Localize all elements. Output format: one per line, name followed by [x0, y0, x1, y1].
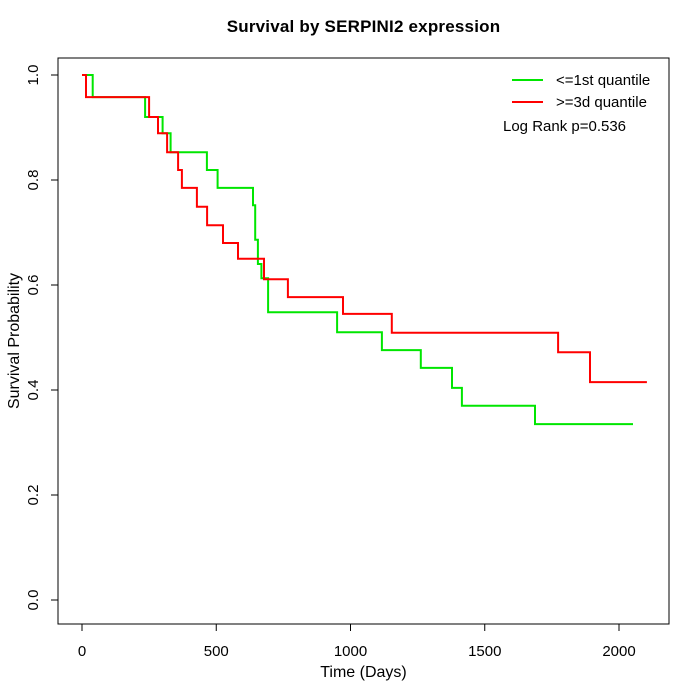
x-tick-label: 0 [78, 643, 86, 660]
y-axis-label: Survival Probability [6, 272, 23, 410]
survival-curve-low-quantile [82, 74, 633, 426]
x-tick-label: 2000 [602, 643, 635, 660]
log-rank-pvalue: Log Rank p=0.536 [503, 118, 627, 135]
legend: <=1st quantile >=3d quantile Log Rank p=0.… [503, 69, 678, 136]
x-axis-label: Time (Days) [320, 664, 407, 681]
legend-item-low-quantile: <=1st quantile [508, 69, 678, 91]
legend-item-label: >=3d quantile [556, 93, 647, 111]
x-tick-label: 1500 [468, 643, 501, 660]
legend-item-label: <=1st quantile [556, 71, 651, 89]
legend-line-red [512, 101, 543, 103]
x-tick-label: 500 [204, 643, 229, 660]
y-tick-label: 0.6 [25, 275, 42, 296]
plot-box [57, 57, 670, 625]
chart-title: Survival by SERPINI2 expression [226, 17, 501, 36]
y-tick-label: 1.0 [25, 65, 42, 86]
y-tick-label: 0.0 [25, 590, 42, 611]
legend-line-green [512, 79, 543, 81]
y-tick-label: 0.4 [25, 380, 42, 401]
legend-item-high-quantile: >=3d quantile [508, 91, 678, 113]
survival-curve-high-quantile [82, 74, 647, 384]
y-tick-label: 0.2 [25, 485, 42, 506]
x-tick-label: 1000 [334, 643, 367, 660]
y-tick-label: 0.8 [25, 170, 42, 191]
